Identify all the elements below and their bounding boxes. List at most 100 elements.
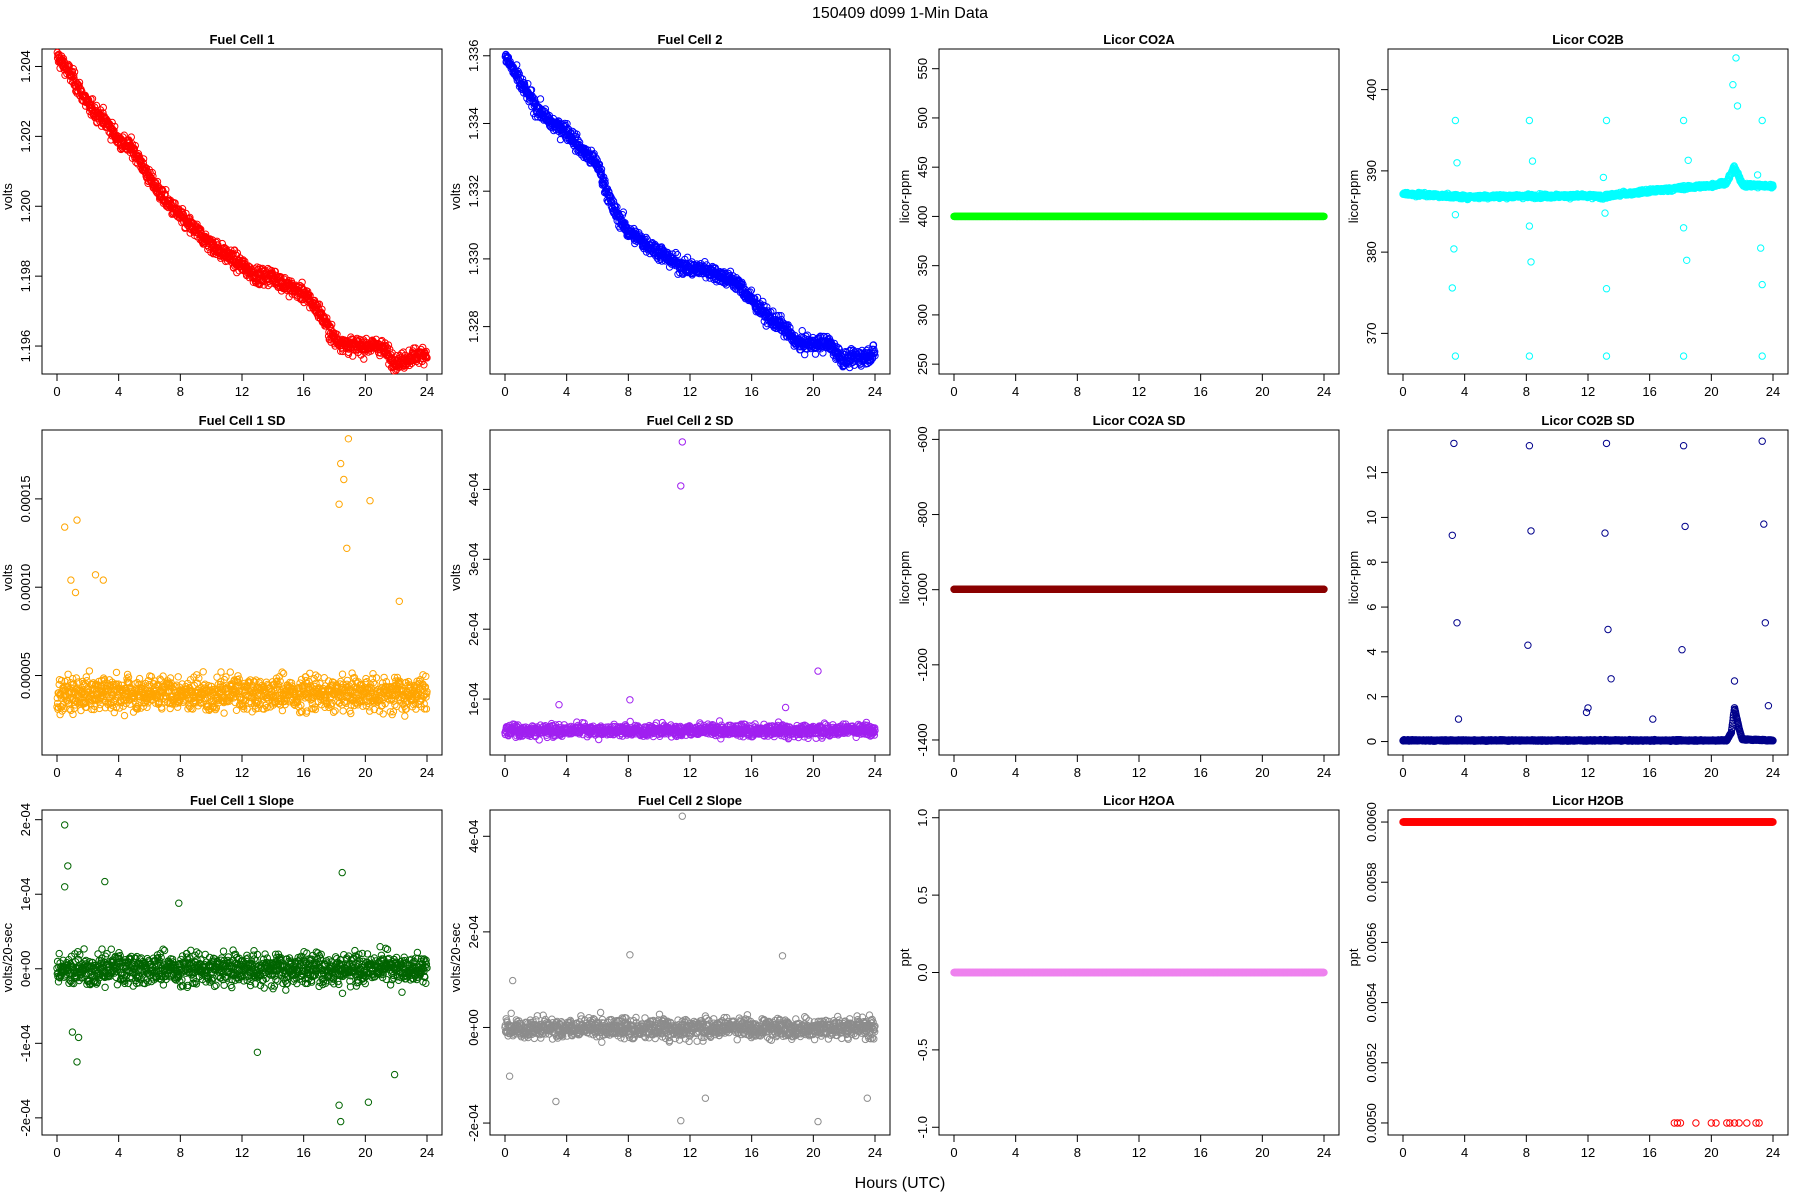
data-point: [1527, 258, 1535, 266]
x-tick-label: 8: [177, 765, 184, 780]
x-tick-label: 24: [1766, 384, 1780, 399]
data-point: [147, 174, 156, 182]
x-tick-label: 4: [115, 765, 122, 780]
data-point: [1684, 156, 1692, 165]
x-tick-label: 12: [1132, 384, 1146, 399]
data-point: [111, 122, 119, 131]
x-tick-label: 0: [53, 384, 60, 399]
panel-title: Fuel Cell 2: [657, 32, 722, 47]
panel-fc1: Fuel Cell 10 4 8 12 16 20 241.1961.1981.2001.2…: [0, 32, 443, 399]
x-tick-label: 0: [501, 384, 508, 399]
x-tick-label: 0: [950, 384, 957, 399]
data-point: [218, 239, 227, 248]
panel-title: Fuel Cell 1: [209, 32, 274, 47]
data-point: [1451, 352, 1460, 360]
x-tick-label: 20: [806, 384, 820, 399]
y-axis-label: volts: [0, 183, 15, 210]
x-tick-label: 20: [358, 765, 372, 780]
y-tick-label: 400: [1364, 79, 1379, 101]
y-tick-label: 1.332: [466, 175, 481, 208]
data-point: [99, 103, 108, 112]
y-tick-label: 1.198: [18, 260, 33, 293]
panel-title: Licor CO2B: [1552, 32, 1624, 47]
x-tick-label: 16: [1642, 384, 1656, 399]
data-point: [92, 101, 101, 110]
data-point: [1525, 352, 1534, 360]
data-point: [1729, 81, 1737, 89]
data-point: [1602, 285, 1611, 293]
x-tick-label: 8: [625, 384, 632, 399]
y-tick-label: 380: [1364, 241, 1379, 263]
plot-frame: [1387, 48, 1789, 375]
data-point: [88, 95, 97, 103]
data-point: [148, 168, 157, 177]
data-point: [1525, 222, 1534, 230]
data-point: [137, 157, 146, 165]
data-point: [1753, 171, 1762, 179]
x-tick-label: 16: [744, 384, 758, 399]
data-point: [1451, 116, 1460, 125]
data-point: [1758, 280, 1766, 289]
x-tick-label: 4: [1461, 384, 1468, 399]
y-tick-label: 400: [915, 206, 930, 228]
x-tick-label: 24: [868, 384, 882, 399]
x-tick-label: 4: [115, 384, 122, 399]
x-tick-label: 0: [1399, 384, 1406, 399]
data-point: [233, 268, 241, 277]
data-point: [1602, 116, 1611, 125]
y-tick-label: 0.00005: [18, 652, 33, 699]
series-points: [53, 48, 431, 375]
data-point: [139, 155, 148, 163]
y-tick-label: 1.336: [466, 39, 481, 72]
y-tick-label: 350: [915, 255, 930, 277]
x-tick-label: 16: [296, 384, 310, 399]
data-point: [1528, 157, 1537, 165]
data-point: [135, 152, 144, 161]
y-tick-label: 0.00010: [18, 564, 33, 611]
data-point: [131, 141, 140, 150]
panel-title: Licor CO2A: [1103, 32, 1175, 47]
y-tick-label: 1.196: [18, 330, 33, 363]
y-tick-label: 370: [1364, 323, 1379, 345]
data-point: [1758, 116, 1766, 125]
y-axis-label: licor-ppm: [1346, 170, 1361, 223]
data-point: [227, 255, 236, 263]
panel-fc2: Fuel Cell 20 4 8 12 16 20 241.3281.3301.3321.3…: [448, 32, 891, 399]
series-points: [501, 50, 879, 372]
x-tick-label: 12: [235, 765, 249, 780]
x-tick-label: 20: [1255, 384, 1269, 399]
y-tick-label: 1.328: [466, 310, 481, 343]
x-tick-label: 24: [1317, 384, 1331, 399]
plot-frame: [41, 48, 443, 375]
series-points: [1399, 54, 1777, 360]
data-point: [1679, 352, 1688, 360]
plot-frame: [938, 48, 1340, 375]
y-axis-label: volts: [448, 183, 463, 210]
x-tick-label: 4: [563, 384, 570, 399]
x-tick-label: 8: [177, 384, 184, 399]
data-point: [1733, 102, 1742, 110]
data-point: [1602, 352, 1611, 360]
y-tick-label: 1.330: [466, 243, 481, 276]
x-tick-label: 8: [1523, 384, 1530, 399]
series-points: [53, 435, 431, 720]
data-point: [1599, 173, 1608, 182]
x-tick-label: 8: [1074, 384, 1081, 399]
y-tick-label: 1.202: [18, 120, 33, 153]
data-point: [1683, 256, 1691, 264]
y-tick-label: 1.200: [18, 190, 33, 223]
data-point: [1451, 211, 1460, 219]
y-tick-label: 550: [915, 58, 930, 80]
data-point: [1679, 224, 1688, 232]
panel-title: Fuel Cell 1 SD: [199, 413, 286, 428]
x-tick-label: 16: [296, 765, 310, 780]
x-tick-label: 20: [1704, 384, 1718, 399]
x-tick-label: 12: [235, 384, 249, 399]
data-point: [162, 186, 170, 194]
x-tick-label: 24: [420, 384, 434, 399]
y-tick-label: 250: [915, 353, 930, 375]
x-tick-label: 4: [1012, 384, 1019, 399]
x-tick-label: 0: [53, 765, 60, 780]
data-point: [70, 72, 78, 80]
